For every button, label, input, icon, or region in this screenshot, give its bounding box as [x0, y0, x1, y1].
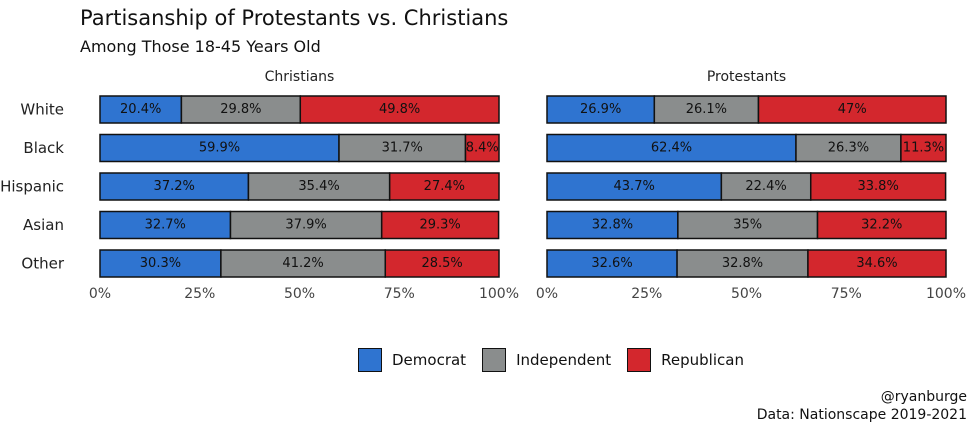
data-label-christians-black-democrat: 59.9% [199, 141, 240, 156]
data-label-protestants-other-republican: 34.6% [856, 256, 897, 271]
data-label-protestants-other-independent: 32.8% [722, 256, 763, 271]
author-handle: @ryanburge [880, 389, 967, 405]
bar-christians-black-democrat [99, 133, 340, 163]
bar-christians-asian-independent [229, 210, 383, 240]
bar-protestants-white-democrat [546, 95, 656, 124]
stacked-bar-chart: White Black Hispanic Asian Other Christians 20… [0, 69, 966, 302]
panel-protestants: Protestants 26.9% 26.1% 47% 62.4% 26.3% 11.3% 4… [536, 69, 966, 302]
x-tick-label-protestants-0: 0% [536, 286, 558, 302]
data-label-protestants-black-democrat: 62.4% [651, 141, 692, 156]
category-label-white: White [20, 101, 64, 119]
x-tick-label-protestants-4: 100% [926, 286, 966, 302]
bar-christians-hispanic-democrat [99, 172, 250, 201]
data-label-christians-hispanic-republican: 27.4% [424, 179, 465, 194]
bar-christians-black-republican [464, 133, 500, 163]
x-tick-label-christians-3: 75% [384, 286, 415, 302]
bar-protestants-hispanic-independent [720, 172, 812, 201]
bar-christians-other-republican [384, 249, 500, 278]
bar-protestants-black-republican [900, 133, 947, 163]
data-label-christians-white-democrat: 20.4% [120, 102, 161, 117]
caption: @ryanburge Data: Nationscape 2019-2021 [757, 388, 967, 424]
bar-christians-white-republican [299, 95, 500, 124]
bar-christians-hispanic-republican [388, 172, 500, 201]
data-label-protestants-asian-republican: 32.2% [861, 218, 902, 233]
bar-christians-asian-republican [380, 210, 500, 240]
bar-christians-other-independent [220, 249, 387, 278]
x-tick-label-christians-0: 0% [89, 286, 111, 302]
bar-christians-hispanic-independent [247, 172, 391, 201]
bar-protestants-asian-republican [816, 210, 947, 240]
chart-title: Partisanship of Protestants vs. Christia… [80, 6, 509, 30]
data-label-christians-other-democrat: 30.3% [140, 256, 181, 271]
category-label-asian: Asian [23, 216, 64, 234]
data-label-christians-black-independent: 31.7% [382, 141, 423, 156]
data-label-protestants-white-republican: 47% [838, 102, 867, 117]
data-label-protestants-hispanic-independent: 22.4% [745, 179, 786, 194]
legend-item-independent: Independent [482, 348, 611, 372]
bar-protestants-white-independent [653, 95, 760, 124]
x-tick-label-christians-2: 50% [284, 286, 315, 302]
legend-swatch-democrat [358, 348, 382, 372]
legend-swatch-independent [482, 348, 507, 372]
bar-protestants-other-republican [807, 249, 947, 278]
data-label-christians-white-republican: 49.8% [379, 102, 420, 117]
panel-title-christians: Christians [265, 69, 335, 85]
legend-swatch-republican [627, 348, 652, 372]
data-label-christians-other-republican: 28.5% [421, 256, 462, 271]
category-label-black: Black [23, 139, 64, 157]
bar-protestants-hispanic-republican [809, 172, 947, 201]
data-label-protestants-white-independent: 26.1% [686, 102, 727, 117]
legend-label-republican: Republican [661, 351, 744, 369]
x-tick-label-protestants-2: 50% [731, 286, 762, 302]
bar-christians-black-independent [338, 133, 467, 163]
data-label-christians-white-independent: 29.8% [220, 102, 261, 117]
legend-label-democrat: Democrat [392, 351, 467, 369]
data-label-protestants-white-democrat: 26.9% [580, 102, 621, 117]
data-label-christians-black-republican: 8.4% [466, 141, 499, 156]
data-source: Data: Nationscape 2019-2021 [756, 407, 967, 423]
bar-protestants-asian-independent [677, 210, 819, 240]
data-label-protestants-asian-democrat: 32.8% [592, 218, 633, 233]
x-tick-label-christians-1: 25% [184, 286, 215, 302]
data-label-protestants-black-republican: 11.3% [903, 141, 944, 156]
data-label-christians-other-independent: 41.2% [282, 256, 323, 271]
legend-item-democrat: Democrat [358, 348, 466, 372]
data-label-christians-asian-republican: 29.3% [419, 218, 460, 233]
x-tick-label-protestants-3: 75% [831, 286, 862, 302]
data-label-christians-asian-democrat: 32.7% [145, 218, 186, 233]
bar-christians-white-democrat [99, 95, 183, 124]
panel-christians: Christians 20.4% 29.8% 49.8% 59.9% 31.7% 8.4% 3… [89, 69, 519, 302]
bar-protestants-hispanic-democrat [546, 172, 723, 201]
x-tick-label-christians-4: 100% [479, 286, 519, 302]
x-tick-label-protestants-1: 25% [631, 286, 662, 302]
data-label-protestants-black-independent: 26.3% [828, 141, 869, 156]
data-label-christians-hispanic-democrat: 37.2% [154, 179, 195, 194]
data-label-protestants-hispanic-democrat: 43.7% [614, 179, 655, 194]
bar-christians-asian-democrat [99, 210, 232, 240]
legend: Democrat Independent Republican [358, 348, 760, 372]
legend-label-independent: Independent [516, 351, 612, 369]
bar-protestants-black-democrat [546, 133, 797, 163]
legend-item-republican: Republican [627, 348, 744, 372]
data-label-christians-hispanic-independent: 35.4% [298, 179, 339, 194]
data-label-protestants-asian-independent: 35% [733, 218, 762, 233]
data-label-christians-asian-independent: 37.9% [285, 218, 326, 233]
panel-title-protestants: Protestants [707, 69, 786, 85]
chart-subtitle: Among Those 18-45 Years Old [80, 37, 321, 56]
data-label-protestants-other-democrat: 32.6% [591, 256, 632, 271]
bar-protestants-white-republican [757, 95, 947, 124]
data-label-protestants-hispanic-republican: 33.8% [858, 179, 899, 194]
bar-protestants-other-democrat [546, 249, 678, 278]
category-label-hispanic: Hispanic [0, 178, 64, 196]
category-label-other: Other [21, 255, 64, 273]
